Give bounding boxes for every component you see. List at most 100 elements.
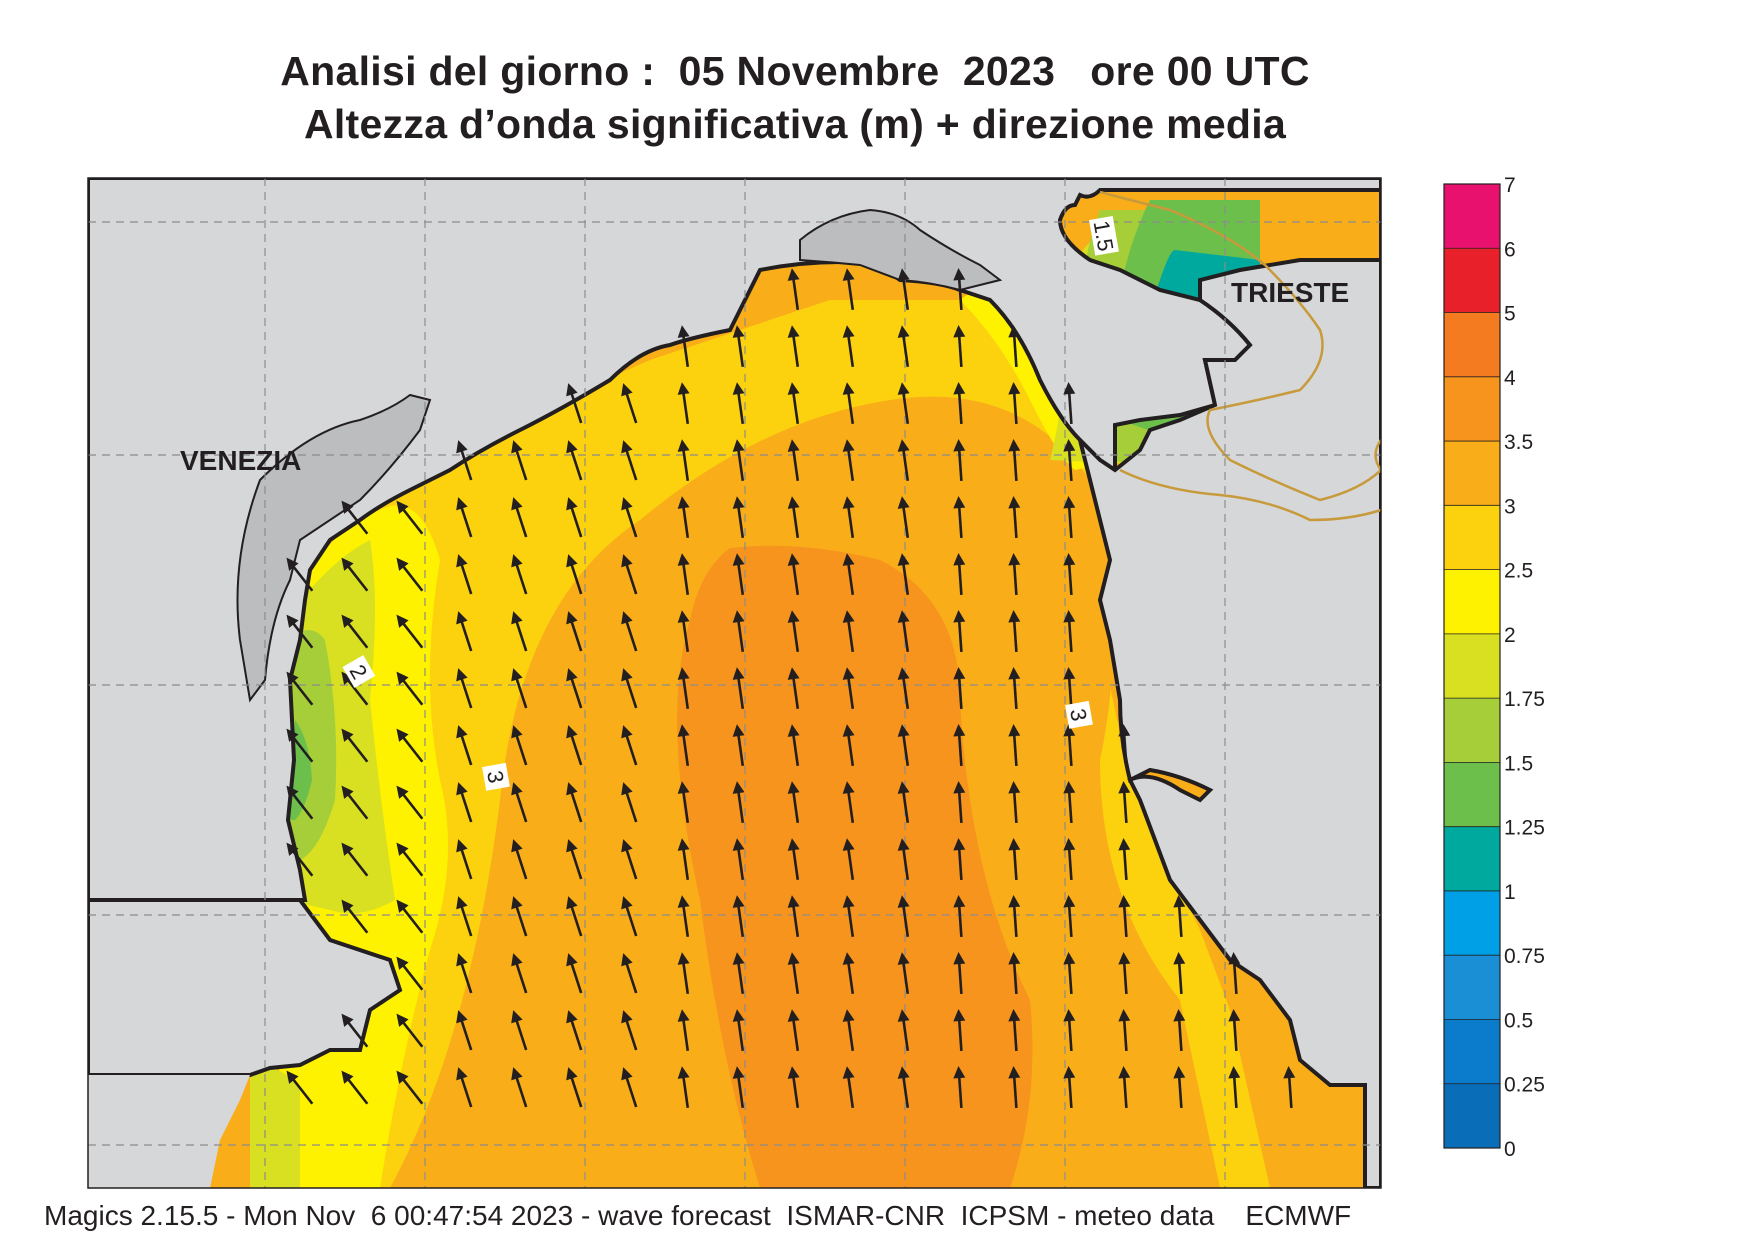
direction-arrow (456, 725, 473, 766)
direction-arrow (566, 953, 583, 994)
direction-arrow (787, 268, 800, 310)
direction-arrow (787, 1009, 800, 1051)
direction-arrow (953, 553, 966, 596)
direction-arrow (1008, 667, 1021, 710)
map-frame (87, 177, 1382, 1189)
direction-arrow (566, 440, 583, 481)
direction-arrow (1063, 952, 1076, 995)
direction-arrow (897, 724, 910, 766)
direction-arrow (1118, 1009, 1131, 1052)
direction-arrow (511, 782, 528, 823)
direction-arrow (1228, 1009, 1241, 1052)
direction-arrow (1008, 325, 1021, 368)
direction-arrow (1008, 1009, 1021, 1052)
direction-arrow (621, 839, 638, 880)
direction-arrow (953, 838, 966, 881)
direction-arrow (953, 781, 966, 824)
direction-arrow (897, 838, 910, 880)
direction-arrow (1008, 895, 1021, 938)
direction-arrow (842, 268, 855, 310)
legend-tick-label: 0 (1504, 1138, 1516, 1161)
legend-swatch (1444, 505, 1500, 571)
direction-arrow (621, 1067, 638, 1108)
direction-arrow (1063, 1066, 1076, 1109)
direction-arrow (1173, 895, 1186, 938)
direction-arrow (511, 497, 528, 538)
direction-arrow (732, 610, 745, 652)
contour-label-3-east: 3 (1065, 707, 1092, 723)
direction-arrow (1063, 667, 1076, 710)
legend-swatch (1444, 441, 1500, 506)
direction-arrow (897, 1066, 910, 1108)
legend-tick-label: 3 (1504, 495, 1516, 518)
direction-arrow (897, 952, 910, 994)
border-slovenia-croatia (1119, 468, 1381, 522)
direction-arrow (953, 382, 966, 425)
direction-arrow (677, 439, 690, 481)
legend-swatch (1444, 890, 1500, 956)
direction-arrow (621, 668, 638, 709)
direction-arrow (1063, 553, 1076, 596)
contour-label-box (1089, 216, 1119, 256)
legend-swatch (1444, 184, 1500, 249)
direction-arrow (842, 895, 855, 937)
direction-arrow (897, 667, 910, 709)
direction-arrow (787, 667, 800, 709)
direction-arrow (787, 838, 800, 880)
direction-arrow (286, 842, 314, 877)
direction-arrow (1063, 382, 1076, 425)
direction-arrow (511, 668, 528, 709)
direction-arrow (787, 439, 800, 481)
band-3.5-4 (677, 545, 1033, 1188)
direction-arrow (341, 1013, 369, 1048)
direction-arrow (787, 610, 800, 652)
legend-swatch (1444, 698, 1500, 763)
direction-arrow (732, 895, 745, 937)
direction-arrow (897, 496, 910, 538)
legend-swatch (1444, 312, 1500, 378)
direction-arrow (511, 953, 528, 994)
direction-arrow (1173, 1066, 1186, 1109)
direction-arrow (953, 1009, 966, 1052)
direction-arrow (566, 1067, 583, 1108)
direction-arrow (1008, 724, 1021, 767)
direction-arrow (286, 728, 314, 763)
direction-arrow (677, 838, 690, 880)
direction-arrow (842, 439, 855, 481)
direction-arrow (456, 668, 473, 709)
direction-arrow (1008, 439, 1021, 482)
direction-arrow (1173, 1009, 1186, 1052)
direction-arrow (677, 1066, 690, 1108)
direction-arrow (1228, 1066, 1241, 1109)
direction-arrow (1063, 496, 1076, 539)
direction-arrow (1008, 952, 1021, 995)
legend-tick-label: 1.25 (1504, 817, 1545, 840)
direction-arrow (396, 899, 424, 934)
direction-arrow (677, 952, 690, 994)
band-1.25-1.5-west (290, 720, 312, 820)
direction-arrow (286, 671, 314, 706)
direction-arrow (566, 1010, 583, 1051)
direction-arrow (842, 610, 855, 652)
direction-arrow (341, 671, 369, 706)
direction-arrow (1063, 439, 1076, 482)
direction-arrow (456, 497, 473, 538)
direction-arrow (677, 496, 690, 538)
direction-arrow (732, 1009, 745, 1051)
direction-arrow (456, 953, 473, 994)
direction-arrow (1063, 895, 1076, 938)
direction-arrow (1228, 952, 1241, 995)
direction-arrow (1118, 895, 1131, 938)
direction-arrow (341, 842, 369, 877)
direction-arrow (396, 671, 424, 706)
direction-arrow (566, 383, 583, 424)
direction-arrow (1008, 382, 1021, 425)
direction-arrow (396, 785, 424, 820)
contour-label-box (1065, 700, 1093, 729)
land-far-south-west (88, 1075, 250, 1188)
direction-arrow (511, 839, 528, 880)
direction-arrow (396, 1013, 424, 1048)
direction-arrow (897, 610, 910, 652)
direction-arrow (1118, 952, 1131, 995)
